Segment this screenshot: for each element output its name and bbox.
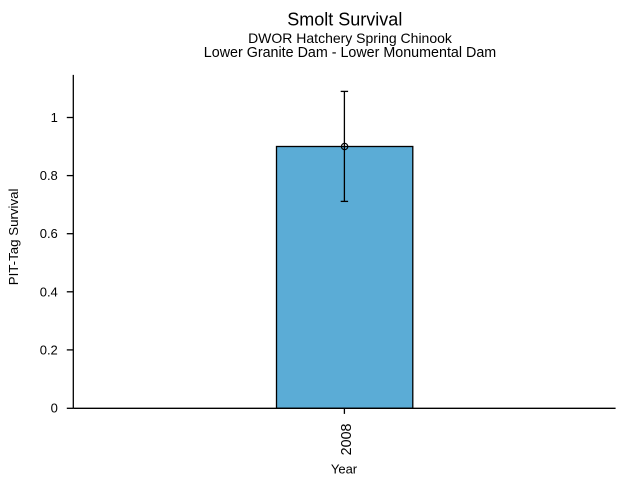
svg-text:Smolt Survival: Smolt Survival <box>287 10 402 30</box>
svg-text:2008: 2008 <box>339 423 355 455</box>
svg-text:0.2: 0.2 <box>40 342 58 357</box>
svg-text:0.8: 0.8 <box>40 168 58 183</box>
svg-text:1: 1 <box>51 110 58 125</box>
svg-text:Lower Granite Dam - Lower Monu: Lower Granite Dam - Lower Monumental Dam <box>204 45 496 61</box>
svg-text:DWOR Hatchery Spring Chinook: DWOR Hatchery Spring Chinook <box>248 30 453 46</box>
svg-text:0.4: 0.4 <box>40 284 58 299</box>
svg-text:0: 0 <box>51 401 58 416</box>
svg-text:Year: Year <box>331 462 358 477</box>
svg-text:PIT-Tag Survival: PIT-Tag Survival <box>6 188 21 285</box>
svg-text:0.6: 0.6 <box>40 226 58 241</box>
